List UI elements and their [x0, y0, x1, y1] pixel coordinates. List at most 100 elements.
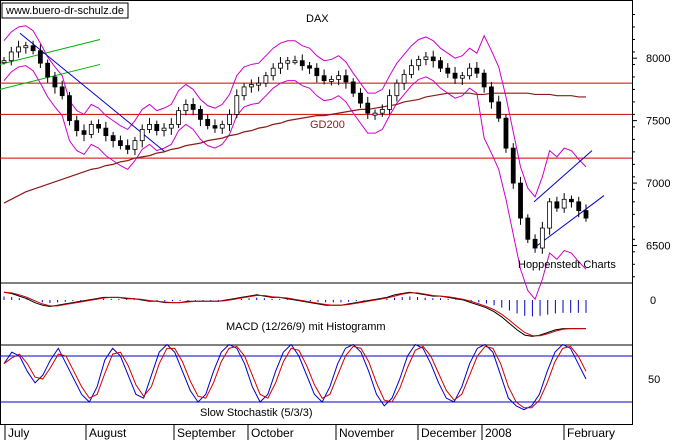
candle-body	[299, 60, 305, 67]
stoch-d-line	[3, 345, 587, 409]
candle-body	[198, 109, 203, 120]
watermark-box	[1, 2, 129, 19]
month-label: December	[421, 426, 476, 440]
candle-body	[430, 56, 436, 62]
month-label: September	[177, 426, 236, 440]
candle-body	[263, 75, 269, 84]
candle-body	[394, 82, 400, 97]
candle-body	[147, 123, 152, 130]
candle-body	[227, 114, 232, 125]
month-label: 2008	[485, 426, 512, 440]
candle-body	[118, 140, 123, 147]
candle-body	[423, 56, 429, 60]
price-tick-label: 7000	[646, 178, 670, 190]
month-label: November	[339, 426, 394, 440]
candle-body	[1, 60, 7, 64]
bollinger-lower	[3, 65, 587, 301]
candle-body	[496, 101, 502, 119]
candle-body	[219, 123, 225, 129]
candle-body	[372, 112, 378, 116]
candle-body	[408, 65, 414, 75]
candle-body	[481, 72, 487, 88]
price-tick-label: 6500	[646, 241, 670, 253]
candle-body	[270, 67, 276, 77]
macd-label: MACD (12/26/9) mit Histogramm	[226, 321, 386, 333]
candle-body	[278, 62, 283, 69]
candle-body	[539, 227, 545, 249]
candle-body	[154, 123, 160, 132]
candle-body	[183, 104, 189, 112]
candle-body	[139, 128, 145, 142]
candle-body	[81, 130, 87, 135]
candle-body	[459, 75, 465, 79]
candle-body	[234, 95, 240, 115]
chart-frame	[0, 0, 633, 425]
blue-channel-upper	[533, 150, 593, 203]
candle-body	[45, 62, 51, 78]
macd-line	[3, 291, 586, 337]
candle-body	[401, 74, 407, 84]
candle-body	[365, 102, 371, 114]
candle-body	[205, 118, 211, 127]
candle-body	[132, 140, 138, 150]
candle-body	[510, 147, 516, 184]
stoch-tick-label: 50	[648, 374, 660, 386]
month-label: July	[8, 426, 29, 440]
green-trendline	[0, 38, 101, 65]
candle-body	[30, 45, 36, 52]
candle-body	[561, 198, 567, 209]
candle-body	[212, 125, 218, 129]
month-label: February	[567, 426, 615, 440]
candle-body	[37, 50, 43, 64]
stoch-k-line	[3, 343, 587, 411]
candle-body	[525, 217, 531, 240]
candle-body	[554, 201, 560, 209]
candle-body	[336, 75, 342, 80]
candle-body	[350, 81, 356, 94]
candle-body	[314, 67, 320, 77]
macd-tick-label: 0	[650, 295, 656, 307]
candle-body	[328, 79, 334, 82]
candle-body	[489, 86, 494, 103]
candle-body	[168, 123, 174, 129]
candle-body	[438, 60, 443, 69]
candle-body	[59, 86, 65, 97]
candle-body	[307, 65, 312, 69]
candle-body	[576, 201, 582, 211]
stoch-label: Slow Stochastik (5/3/3)	[200, 407, 313, 419]
candle-body	[518, 182, 523, 219]
candle-body	[358, 92, 363, 104]
candle-body	[387, 95, 392, 110]
candle-body	[343, 75, 349, 83]
ma200-line	[3, 92, 586, 204]
candle-body	[52, 76, 58, 88]
candle-body	[256, 82, 262, 86]
candle-body	[16, 46, 21, 53]
chart-title: DAX	[306, 13, 329, 25]
candle-body	[285, 60, 291, 64]
candle-body	[474, 67, 480, 74]
candle-body	[452, 72, 458, 79]
candle-body	[67, 95, 72, 122]
candle-body	[467, 67, 473, 77]
month-label: October	[251, 426, 294, 440]
candle-body	[445, 67, 451, 74]
source-label: Hoppenstedt Charts	[518, 259, 616, 271]
candle-body	[241, 86, 247, 97]
candle-body	[190, 104, 196, 110]
candle-body	[88, 123, 94, 135]
candle-body	[583, 210, 589, 219]
price-tick-label: 8000	[646, 53, 670, 65]
candle-body	[321, 75, 327, 82]
macd-signal-line	[3, 291, 586, 337]
candle-body	[110, 135, 116, 142]
candle-body	[547, 201, 553, 229]
candle-body	[379, 109, 385, 114]
ma200-label: GD200	[310, 119, 345, 131]
candle-body	[23, 45, 29, 49]
candle-body	[248, 84, 254, 88]
candle-body	[569, 198, 574, 203]
candle-body	[8, 51, 14, 62]
blue-channel-lower	[533, 195, 605, 249]
